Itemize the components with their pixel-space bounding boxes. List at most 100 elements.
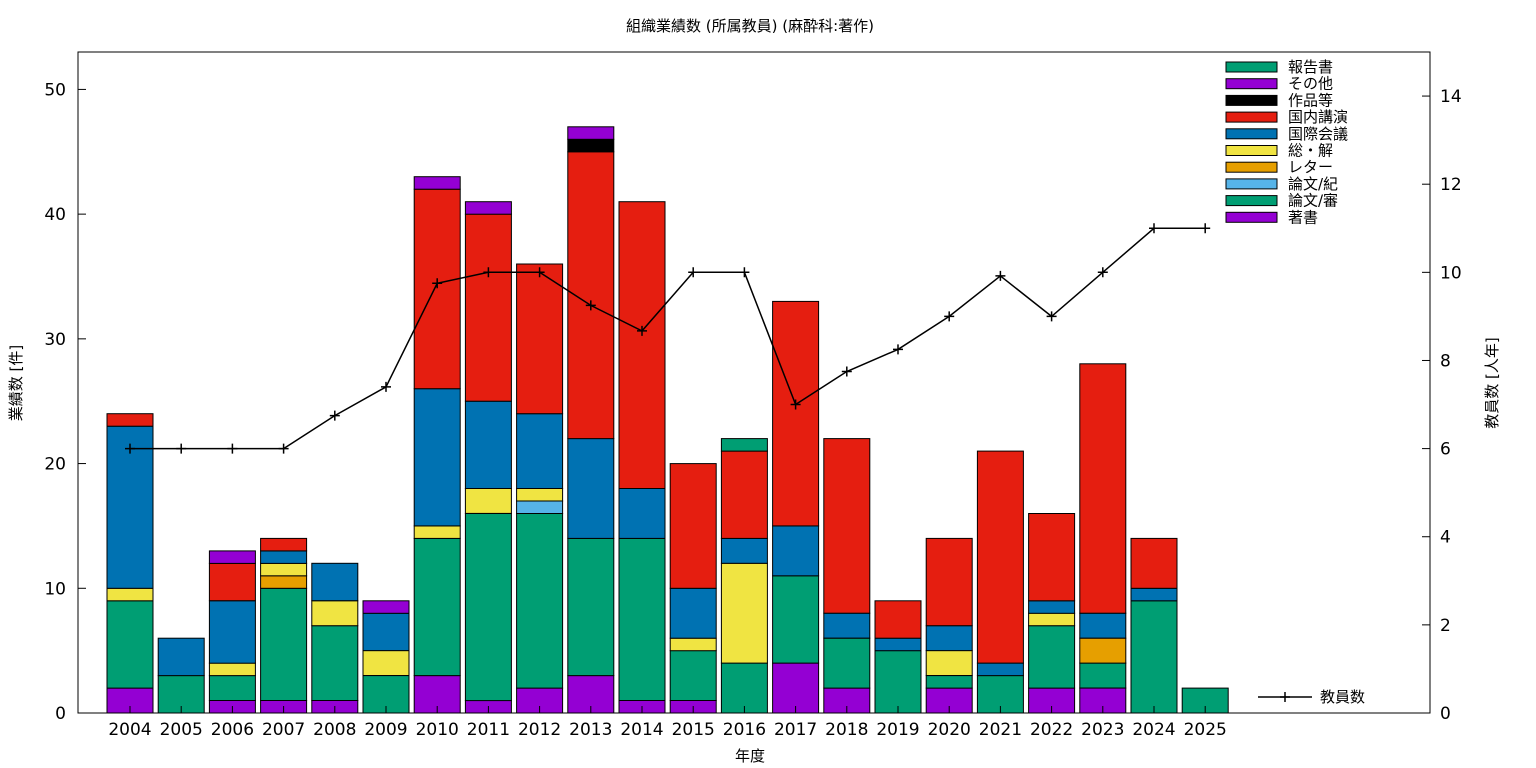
y-axis-label: 業績数 [件] xyxy=(7,345,25,421)
bar-segment xyxy=(464,513,512,702)
x-tick-label: 2012 xyxy=(518,720,561,740)
chart-title: 組織業績数 (所属教員) (麻酔科:著作) xyxy=(626,17,874,35)
bar-segment xyxy=(1079,612,1127,639)
faculty-count-point xyxy=(790,399,801,410)
bar-segment xyxy=(823,612,871,639)
bar-segment xyxy=(464,400,512,490)
legend-label: レター xyxy=(1288,158,1333,176)
x-tick-label: 2017 xyxy=(774,720,817,740)
legend-label: 作品等 xyxy=(1288,91,1333,109)
y-tick-label: 40 xyxy=(44,205,66,225)
x-tick-label: 2015 xyxy=(672,720,715,740)
legend-swatch xyxy=(1225,111,1278,123)
legend-swatch xyxy=(1225,178,1278,190)
y2-tick-label: 8 xyxy=(1440,351,1451,371)
bar-segment xyxy=(208,600,256,664)
legend-label: 総・解 xyxy=(1288,142,1333,160)
x-tick-label: 2009 xyxy=(364,720,407,740)
bar-segment xyxy=(260,575,308,589)
bar-segment xyxy=(720,438,768,452)
faculty-count-point xyxy=(125,443,135,454)
bar-segment xyxy=(157,637,205,677)
bar-segment xyxy=(874,637,922,652)
x-tick-label: 2005 xyxy=(160,720,203,740)
bar-segment xyxy=(976,450,1024,664)
bar-segment xyxy=(669,637,717,652)
y2-tick-label: 0 xyxy=(1440,704,1451,724)
bar-segment xyxy=(720,450,768,539)
x-tick-label: 2013 xyxy=(569,720,612,740)
bar-segment xyxy=(925,537,973,627)
legend-swatch xyxy=(1225,94,1278,106)
bar-segment xyxy=(106,413,154,427)
bar-segment xyxy=(516,500,564,514)
bar-segment xyxy=(874,650,922,714)
bar-segment xyxy=(208,662,256,677)
legend-label: 国際会議 xyxy=(1288,125,1348,143)
y2-axis-label: 教員数 [人年] xyxy=(1483,337,1501,428)
faculty-count-line xyxy=(130,227,1206,450)
faculty-count-point xyxy=(1097,267,1108,278)
bar-segment xyxy=(823,438,871,614)
legend-line-label: 教員数 xyxy=(1320,688,1365,706)
x-tick-label: 2021 xyxy=(979,720,1022,740)
x-tick-label: 2022 xyxy=(1030,720,1073,740)
legend-swatch xyxy=(1225,161,1278,173)
legend-label: 論文/紀 xyxy=(1288,175,1338,193)
bar-segment xyxy=(1028,612,1076,627)
faculty-count-point xyxy=(739,267,750,278)
faculty-count-point xyxy=(585,300,596,311)
y2-tick-label: 4 xyxy=(1440,528,1451,548)
bar-segment xyxy=(1079,363,1127,614)
faculty-count-point xyxy=(944,311,955,322)
bar-segment xyxy=(208,562,256,602)
legend-swatch xyxy=(1225,145,1278,156)
bar-segment xyxy=(208,550,256,564)
bar-segment xyxy=(311,625,359,702)
axes-layer: 0 10 20 30 40 50 0 2 4 6 8 10 12 14 2004 2005 2006 2007 20… xyxy=(44,51,1462,740)
bar-segment xyxy=(413,176,461,190)
bar-segment xyxy=(720,537,768,564)
bar-segment xyxy=(1028,513,1076,602)
y2-tick-label: 14 xyxy=(1440,87,1462,107)
x-tick-label: 2023 xyxy=(1081,720,1124,740)
bar-segment xyxy=(1028,625,1076,689)
x-tick-label: 2014 xyxy=(620,720,663,740)
faculty-count-point xyxy=(995,270,1006,281)
legend-label: 報告書 xyxy=(1288,58,1333,76)
faculty-count-point xyxy=(329,410,340,421)
bar-segment xyxy=(772,662,820,714)
legend-swatch xyxy=(1225,61,1278,73)
bar-segment xyxy=(516,488,564,502)
bar-segment xyxy=(1079,637,1127,664)
y-tick-label: 20 xyxy=(44,455,66,475)
faculty-count-point xyxy=(1149,223,1159,234)
bar-segment xyxy=(260,587,308,701)
bar-segment xyxy=(720,662,768,714)
bar-segment xyxy=(823,637,871,689)
faculty-count-point xyxy=(227,443,238,454)
bar-segment xyxy=(260,550,308,564)
bar-segment xyxy=(464,488,512,514)
faculty-count-point xyxy=(483,267,494,278)
bar-segment xyxy=(618,201,666,489)
y2-tick-label: 10 xyxy=(1440,263,1462,283)
bar-segment xyxy=(1130,600,1178,714)
bar-segment xyxy=(1130,537,1178,589)
legend-swatch xyxy=(1225,211,1278,223)
x-tick-label: 2020 xyxy=(928,720,971,740)
x-tick-label: 2016 xyxy=(723,720,766,740)
bar-segment xyxy=(772,300,820,527)
bar-segment xyxy=(925,650,973,676)
bar-segment xyxy=(413,388,461,527)
bar-segment xyxy=(1079,662,1127,689)
bar-segment xyxy=(464,213,512,402)
x-tick-label: 2025 xyxy=(1184,720,1227,740)
bar-segment xyxy=(311,600,359,627)
x-tick-label: 2011 xyxy=(467,720,510,740)
x-tick-label: 2010 xyxy=(416,720,459,740)
bar-segment xyxy=(516,513,564,689)
faculty-count-point xyxy=(278,443,289,454)
bar-segment xyxy=(669,650,717,701)
